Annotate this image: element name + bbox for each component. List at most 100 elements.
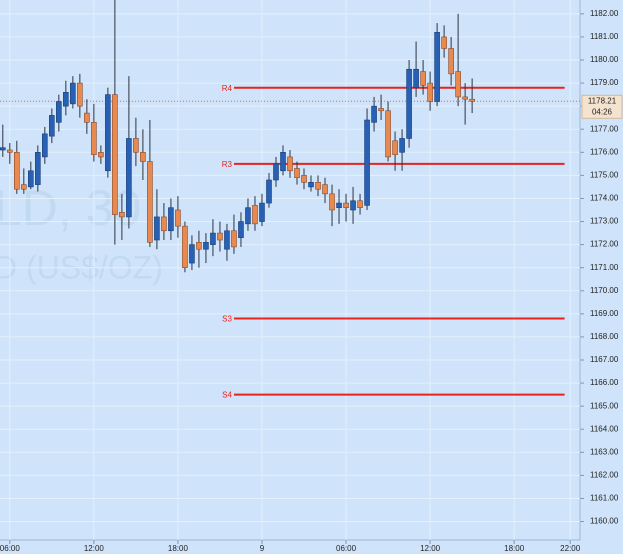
candle-body (343, 202, 349, 208)
y-tick-label: 1161.00 (590, 494, 619, 503)
candle-body (21, 184, 27, 190)
candle-body (42, 133, 48, 158)
x-tick-label: 22:00 (560, 544, 581, 553)
candle-body (259, 202, 265, 222)
candle-body (175, 209, 181, 227)
candle-body (294, 168, 300, 178)
x-tick-label: 06:00 (336, 544, 357, 553)
candle-body (91, 122, 97, 155)
candle-body (98, 152, 104, 158)
candle-body (35, 152, 41, 185)
candle-body (378, 108, 384, 112)
candle-body (84, 112, 90, 123)
candle-body (455, 71, 461, 98)
candle-body (189, 244, 195, 264)
candle-body (336, 202, 342, 208)
candle-body (308, 182, 314, 188)
candle-body (112, 94, 118, 215)
candle-body (462, 96, 468, 100)
y-tick-label: 1170.00 (590, 286, 619, 295)
candle-body (182, 225, 188, 268)
countdown: 04:26 (592, 107, 613, 116)
y-tick-label: 1167.00 (590, 355, 619, 364)
y-tick-label: 1180.00 (590, 55, 619, 64)
candle-body (126, 138, 132, 218)
candle-body (203, 242, 209, 250)
candle-body (7, 149, 13, 153)
candle-body (28, 170, 34, 188)
pivot-label: S4 (222, 391, 232, 400)
candle-body (224, 230, 230, 250)
y-tick-label: 1162.00 (590, 470, 619, 479)
x-tick-label: 12:00 (84, 544, 105, 553)
y-tick-label: 1179.00 (590, 78, 619, 87)
y-tick-label: 1168.00 (590, 332, 619, 341)
candle-body (161, 216, 167, 232)
candle-body (63, 92, 69, 107)
y-tick-label: 1177.00 (590, 124, 619, 133)
y-tick-label: 1182.00 (590, 9, 619, 18)
candle-body (196, 242, 202, 250)
candle-body (140, 152, 146, 162)
candle-body (0, 147, 6, 151)
candle-body (371, 105, 377, 123)
candle-body (434, 32, 440, 102)
candle-body (105, 94, 111, 172)
candle-body (210, 232, 216, 245)
candle-body (315, 182, 321, 190)
x-tick-label: 12:00 (420, 544, 441, 553)
x-tick-label: 06:00 (0, 544, 20, 553)
candle-body (70, 82, 76, 105)
y-tick-label: 1169.00 (590, 309, 619, 318)
candle-body (329, 193, 335, 211)
candle-body (427, 82, 433, 102)
candle-body (399, 138, 405, 153)
x-tick-label: 9 (260, 544, 265, 553)
candle-body (238, 221, 244, 238)
y-tick-label: 1171.00 (590, 263, 619, 272)
candle-body (448, 48, 454, 75)
y-tick-label: 1176.00 (590, 147, 619, 156)
candle-body (413, 68, 419, 88)
candle-body (147, 161, 153, 243)
candle-body (252, 205, 258, 225)
y-tick-label: 1174.00 (590, 194, 619, 203)
candle-body (273, 163, 279, 181)
candle-body (280, 152, 286, 172)
candle-body (392, 140, 398, 155)
price-tag-label: 1178.21 (588, 96, 617, 105)
y-tick-label: 1181.00 (590, 32, 619, 41)
y-tick-label: 1164.00 (590, 424, 619, 433)
y-tick-label: 1175.00 (590, 170, 619, 179)
candle-body (168, 207, 174, 232)
candle-body (245, 207, 251, 225)
candle-body (441, 36, 447, 49)
candle-body (14, 152, 20, 190)
candle-body (357, 200, 363, 208)
candle-body (385, 110, 391, 158)
candle-body (56, 101, 62, 123)
candle-body (469, 98, 475, 102)
candle-body (119, 212, 125, 218)
candle-body (301, 175, 307, 183)
candle-body (420, 71, 426, 86)
candle-body (77, 82, 83, 107)
y-tick-label: 1173.00 (590, 217, 619, 226)
y-tick-label: 1165.00 (590, 401, 619, 410)
candle-body (266, 179, 272, 204)
candle-body (231, 230, 237, 248)
x-tick-label: 18:00 (168, 544, 189, 553)
y-tick-label: 1166.00 (590, 378, 619, 387)
y-tick-label: 1172.00 (590, 240, 619, 249)
x-tick-label: 18:00 (504, 544, 525, 553)
candle-body (322, 184, 328, 195)
candle-body (49, 115, 55, 137)
pivot-label: S3 (222, 315, 232, 324)
y-tick-label: 1160.00 (590, 517, 619, 526)
candle-body (154, 216, 160, 241)
price-tag (581, 94, 623, 119)
candle-body (217, 232, 223, 241)
candle-body (287, 156, 293, 172)
